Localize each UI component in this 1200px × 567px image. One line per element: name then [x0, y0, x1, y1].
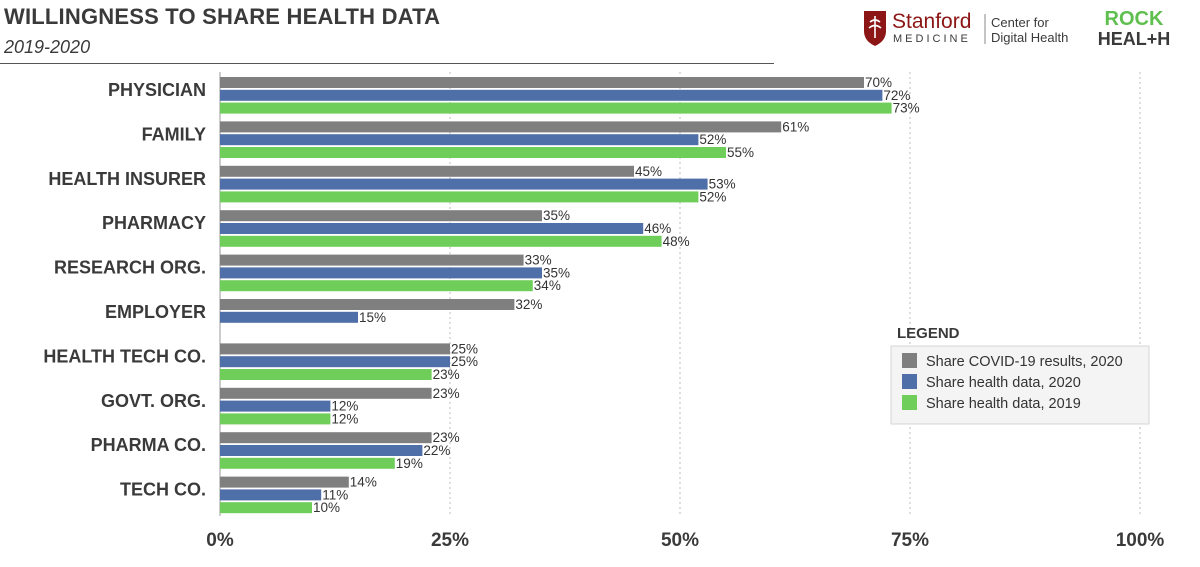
legend-swatch [902, 374, 917, 389]
bar [220, 89, 883, 101]
bar-value-label: 48% [663, 234, 690, 249]
bar-value-label: 12% [331, 411, 358, 426]
bar [220, 369, 432, 380]
bar [220, 387, 432, 399]
category-label: GOVT. ORG. [101, 391, 206, 411]
category-label: RESEARCH ORG. [54, 258, 206, 278]
center-line-2: Digital Health [991, 30, 1068, 45]
bar-value-label: 23% [433, 386, 460, 401]
bar-value-label: 35% [543, 208, 570, 223]
x-tick-label: 100% [1116, 530, 1165, 551]
bar-value-label: 46% [644, 221, 671, 236]
bar [220, 476, 349, 488]
legend-title: LEGEND [897, 325, 960, 342]
bar-value-label: 23% [433, 430, 460, 445]
bar [220, 134, 699, 146]
bar [220, 502, 312, 514]
bar [220, 311, 358, 323]
legend-swatch [902, 353, 917, 368]
legend-swatch [902, 395, 917, 410]
bar-value-label: 33% [525, 253, 552, 268]
bar-value-label: 35% [543, 265, 570, 280]
bar-value-label: 19% [396, 456, 423, 471]
bar-value-label: 72% [883, 88, 910, 103]
bar-value-label: 70% [865, 75, 892, 90]
bar-value-label: 32% [515, 297, 542, 312]
center-line-1: Center for [991, 15, 1049, 30]
stanford-logo: Stanford MEDICINE Center for Digital Hea… [864, 10, 1068, 46]
bar [220, 165, 634, 177]
category-label: EMPLOYER [105, 302, 206, 322]
chart-subtitle: 2019-2020 [4, 37, 91, 57]
category-label: HEALTH TECH CO. [43, 346, 206, 366]
rock-health-logo: ROCK HEAL+H [1098, 8, 1171, 48]
x-tick-label: 50% [661, 530, 699, 551]
legend-label: Share health data, 2019 [926, 396, 1081, 412]
bar-value-label: 73% [893, 101, 920, 116]
bar-value-label: 45% [635, 164, 662, 179]
bar [220, 299, 515, 310]
legend-label: Share COVID-19 results, 2020 [926, 354, 1123, 370]
bar-value-label: 12% [331, 399, 358, 414]
x-tick-label: 75% [891, 530, 929, 551]
legend-label: Share health data, 2020 [926, 375, 1081, 391]
rock-word: ROCK [1105, 8, 1164, 30]
title-divider [0, 63, 774, 64]
bar-value-label: 25% [451, 354, 478, 369]
bar-value-label: 15% [359, 310, 386, 325]
x-tick-label: 25% [431, 530, 469, 551]
legend-box [890, 345, 1150, 425]
bar [220, 267, 542, 279]
category-label: PHARMA CO. [91, 435, 206, 455]
bar [220, 121, 782, 133]
bar-value-label: 10% [313, 500, 340, 515]
bar [220, 280, 533, 292]
bar [220, 147, 726, 158]
category-label: HEALTH INSURER [48, 169, 206, 189]
health-word: HEAL+H [1098, 29, 1171, 48]
bar-value-label: 34% [534, 278, 561, 293]
bar [220, 356, 450, 368]
bar-value-label: 22% [423, 443, 450, 458]
bar [220, 489, 322, 501]
bar [220, 102, 892, 114]
bar-value-label: 14% [350, 475, 377, 490]
stanford-name: Stanford [892, 10, 971, 33]
chart-title: WILLINGNESS TO SHARE HEALTH DATA [4, 4, 441, 29]
bar [220, 254, 524, 266]
x-tick-label: 0% [206, 530, 234, 551]
bar-value-label: 23% [433, 367, 460, 382]
bar-value-label: 53% [709, 177, 736, 192]
bar [220, 343, 450, 355]
bar [220, 178, 708, 190]
bar-value-label: 61% [782, 119, 809, 134]
bar [220, 432, 432, 444]
category-label: TECH CO. [120, 480, 206, 500]
bar [220, 210, 542, 222]
bar [220, 77, 864, 88]
category-label: FAMILY [142, 124, 206, 144]
bar [220, 223, 644, 234]
bar [220, 413, 331, 425]
bar [220, 445, 423, 456]
bar [220, 400, 331, 412]
category-label: PHARMACY [102, 213, 206, 233]
bar-value-label: 11% [322, 487, 348, 502]
stanford-medicine: MEDICINE [893, 33, 971, 45]
bar-value-label: 25% [451, 341, 478, 356]
bar-value-label: 52% [699, 189, 726, 204]
bar [220, 235, 662, 247]
bar [220, 457, 395, 469]
bar-value-label: 55% [727, 145, 754, 160]
bar-value-label: 52% [699, 132, 726, 147]
bar [220, 191, 699, 203]
category-label: PHYSICIAN [108, 80, 206, 100]
